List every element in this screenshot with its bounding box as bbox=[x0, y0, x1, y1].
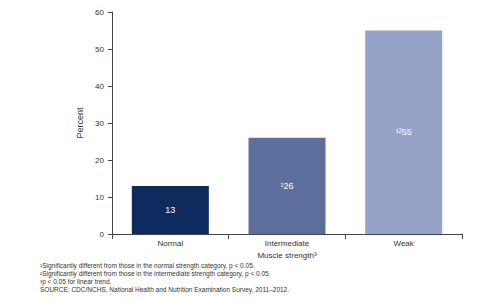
svg-text:Intermediate: Intermediate bbox=[265, 239, 310, 248]
svg-text:20: 20 bbox=[95, 156, 104, 165]
svg-text:¹26: ¹26 bbox=[280, 181, 293, 191]
svg-text:Normal: Normal bbox=[157, 239, 183, 248]
svg-text:SOURCE: CDC/NCHS, National Hea: SOURCE: CDC/NCHS, National Health and Nu… bbox=[40, 286, 289, 294]
svg-text:Percent: Percent bbox=[75, 107, 85, 139]
svg-text:³p < 0.05 for linear trend.: ³p < 0.05 for linear trend. bbox=[40, 278, 112, 286]
svg-text:10: 10 bbox=[95, 193, 104, 202]
svg-text:40: 40 bbox=[95, 82, 104, 91]
svg-text:²Significantly different from: ²Significantly different from those in t… bbox=[40, 270, 271, 278]
svg-text:50: 50 bbox=[95, 45, 104, 54]
svg-text:¹²55: ¹²55 bbox=[396, 127, 412, 137]
svg-text:30: 30 bbox=[95, 119, 104, 128]
svg-text:0: 0 bbox=[100, 230, 105, 239]
svg-text:60: 60 bbox=[95, 8, 104, 17]
svg-text:13: 13 bbox=[165, 205, 175, 215]
svg-text:Weak: Weak bbox=[394, 239, 415, 248]
svg-text:¹Significantly different from: ¹Significantly different from those in t… bbox=[40, 262, 255, 270]
svg-text:Muscle strength³: Muscle strength³ bbox=[257, 251, 316, 260]
